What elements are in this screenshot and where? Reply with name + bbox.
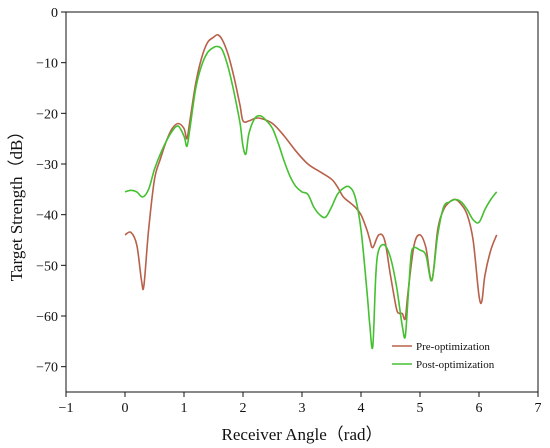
legend-label-pre-optimization: Pre-optimization [416, 341, 490, 353]
y-tick-label: 0 [51, 6, 58, 21]
y-tick-label: −50 [36, 259, 58, 274]
x-tick-label: 7 [535, 401, 542, 416]
y-tick-label: −30 [36, 158, 58, 173]
legend: Pre-optimization Post-optimization [392, 341, 495, 371]
x-tick-label: 4 [358, 401, 365, 416]
y-tick-label: −70 [36, 361, 58, 376]
x-tick-label: 5 [417, 401, 424, 416]
legend-label-post-optimization: Post-optimization [416, 359, 495, 371]
x-tick-label: −1 [59, 401, 74, 416]
plot-frame [65, 11, 539, 393]
y-tick-label: −10 [36, 57, 58, 72]
x-tick-label: 0 [122, 401, 129, 416]
series-line-pre-optimization [124, 33, 498, 321]
y-tick-label: −60 [36, 310, 58, 325]
x-tick-label: 2 [240, 401, 247, 416]
series-layer [124, 33, 498, 350]
y-axis-title: Target Strength（dB） [7, 123, 26, 282]
x-tick-label: 6 [476, 401, 483, 416]
series-line-post-optimization [124, 45, 498, 350]
x-tick-label: 1 [181, 401, 188, 416]
y-tick-label: −20 [36, 107, 58, 122]
axis-ticks: −1 0 1 2 3 4 5 6 70−10−20−30−40−50−60−70 [36, 6, 541, 416]
x-tick-label: 3 [299, 401, 306, 416]
y-tick-label: −40 [36, 209, 58, 224]
x-axis-title: Receiver Angle（rad） [222, 425, 383, 444]
